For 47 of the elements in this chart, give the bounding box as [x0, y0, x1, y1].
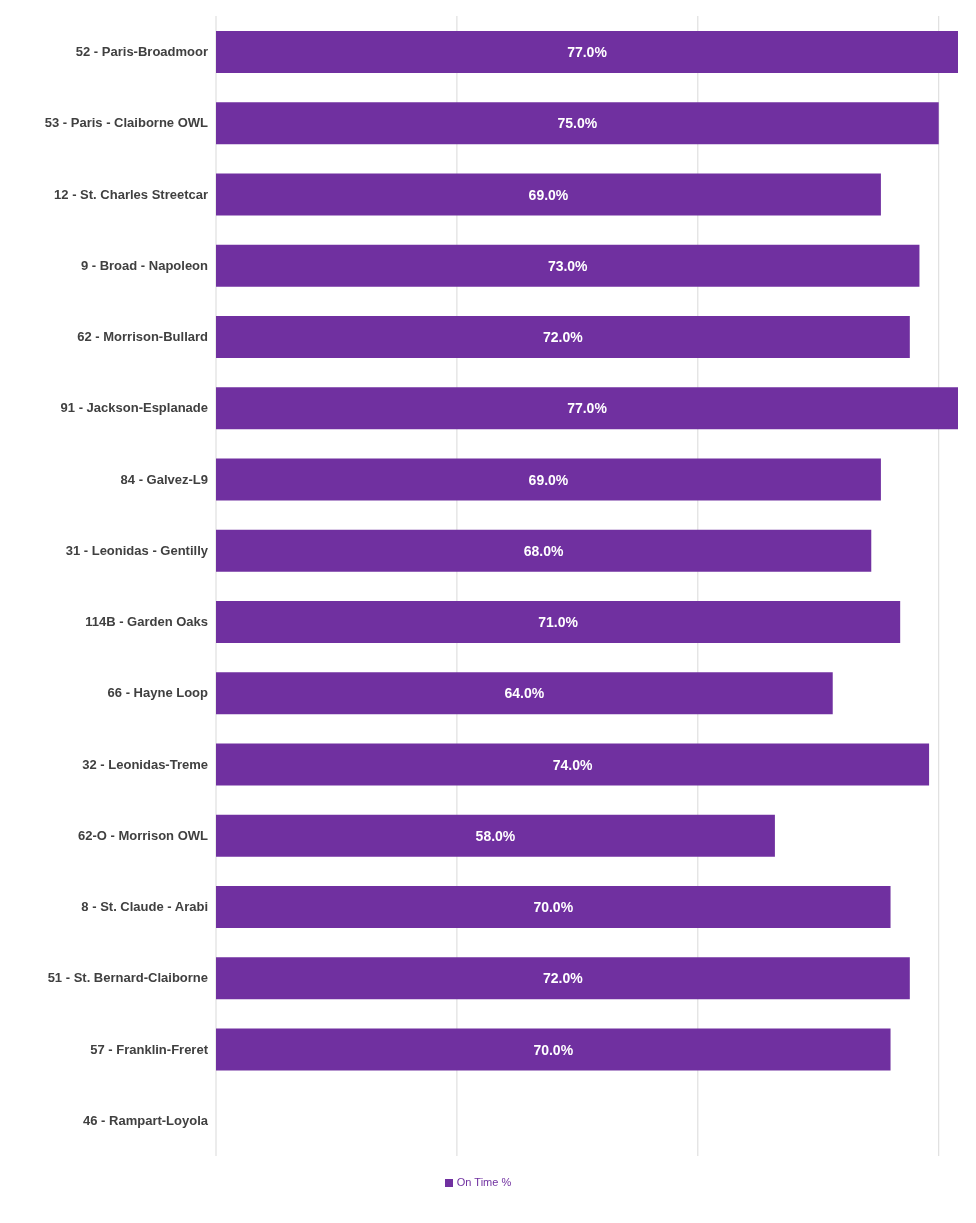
- bar: [216, 814, 775, 857]
- data-label: 69.0%: [528, 471, 569, 488]
- data-label: 72.0%: [543, 329, 584, 345]
- y-tick-label: 32 - Leonidas-Treme: [82, 756, 208, 772]
- bar: [216, 886, 891, 928]
- bar: [216, 672, 833, 715]
- y-tick-label: 51 - St. Bernard-Claiborne: [47, 970, 208, 986]
- y-tick-label: 91 - Jackson-Esplanade: [60, 400, 208, 416]
- y-tick-label: 12 - St. Charles Streetcar: [54, 186, 208, 202]
- y-tick-label: 57 - Franklin-Freret: [90, 1041, 209, 1057]
- y-tick-label: 8 - St. Claude - Arabi: [81, 899, 208, 915]
- data-label: 64.0%: [504, 685, 545, 702]
- y-tick-label: 114B - Garden Oaks: [85, 614, 208, 630]
- data-label: 74.0%: [552, 756, 593, 773]
- data-label: 77.0%: [567, 400, 608, 417]
- bar: [216, 387, 958, 430]
- data-label: 69.0%: [528, 186, 569, 203]
- bar: [216, 601, 901, 643]
- bar: [216, 743, 930, 786]
- y-tick-label: 52 - Paris-Broadmoor: [75, 44, 208, 60]
- data-label: 58.0%: [475, 827, 516, 844]
- data-label: 77.0%: [567, 44, 608, 60]
- data-label: 70.0%: [533, 899, 574, 915]
- bar: [216, 173, 881, 216]
- y-tick-label: 62-O - Morrison OWL: [78, 827, 209, 843]
- bar: [216, 102, 939, 145]
- y-tick-label: 53 - Paris - Claiborne OWL: [44, 115, 209, 131]
- bar: [216, 957, 910, 1000]
- y-tick-label: 46 - Rampart-Loyola: [83, 1112, 209, 1128]
- bar: [216, 529, 872, 572]
- data-label: 70.0%: [533, 1041, 574, 1058]
- bar: [216, 244, 920, 287]
- y-tick-label: 66 - Hayne Loop: [107, 685, 209, 701]
- data-label: 73.0%: [547, 257, 589, 274]
- y-tick-label: 62 - Morrison-Bullard: [77, 329, 209, 345]
- bar: [216, 1028, 891, 1071]
- bar: [216, 458, 881, 501]
- y-tick-label: 9 - Broad - Napoleon: [80, 257, 209, 273]
- data-label: 75.0%: [557, 115, 598, 132]
- bar: [216, 31, 958, 73]
- legend-label: On Time %: [456, 1176, 512, 1188]
- y-tick-label: 31 - Leonidas - Gentilly: [65, 542, 209, 558]
- bar: [216, 316, 910, 358]
- data-label: 71.0%: [538, 614, 579, 630]
- data-label: 68.0%: [523, 542, 565, 559]
- data-label: 72.0%: [543, 970, 584, 987]
- y-tick-label: 84 - Galvez-L9: [120, 471, 208, 487]
